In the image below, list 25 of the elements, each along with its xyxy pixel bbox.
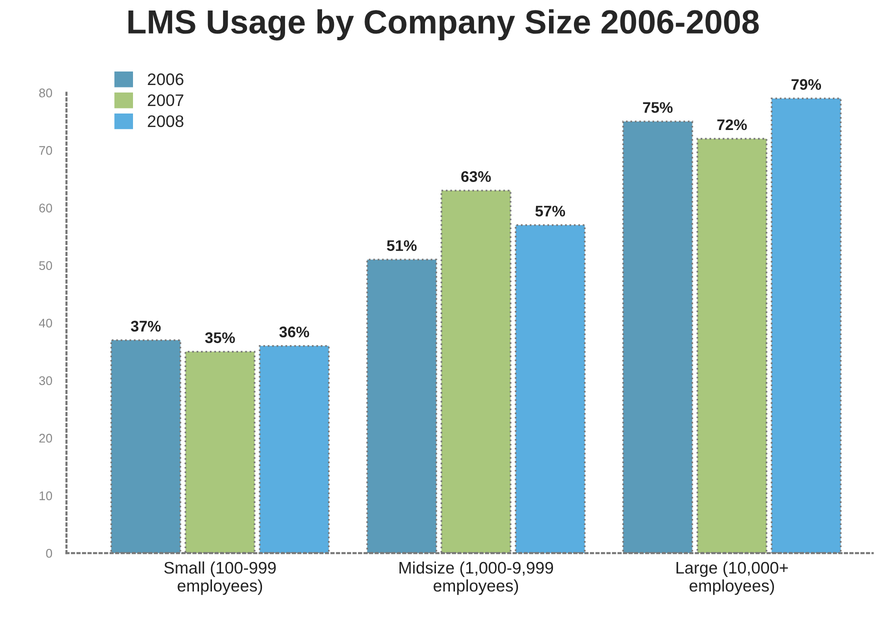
y-tick-label: 50 — [39, 261, 52, 270]
legend-label: 2006 — [148, 73, 184, 86]
data-label: 37% — [130, 320, 161, 332]
y-tick-label: 70 — [39, 146, 52, 155]
data-label: 72% — [717, 119, 747, 130]
data-label: 36% — [279, 326, 310, 338]
data-label: 51% — [386, 240, 417, 252]
chart-title: LMS Usage by Company Size 2006-2008 — [128, 9, 759, 40]
legend-label: 2008 — [148, 115, 184, 128]
data-label: 57% — [535, 206, 566, 216]
x-tick-label: Midsize (1,000-9,999 employees) — [400, 561, 554, 595]
y-tick-label: 10 — [40, 491, 52, 500]
y-tick-label: 80 — [39, 88, 52, 98]
x-tick-label: Small (100-999 employees) — [164, 561, 276, 595]
y-tick-label: 0 — [46, 548, 52, 558]
legend-label: 2007 — [148, 94, 184, 106]
data-label: 79% — [792, 79, 822, 90]
x-tick-label: Large (10,000+ employees) — [676, 561, 788, 595]
y-tick-label: 60 — [39, 204, 52, 212]
data-label: 35% — [205, 332, 235, 344]
data-label: 75% — [643, 102, 673, 113]
y-tick-label: 30 — [39, 376, 52, 386]
y-tick-label: 40 — [38, 318, 52, 328]
data-label: 63% — [461, 171, 491, 182]
y-tick-label: 20 — [39, 434, 52, 443]
